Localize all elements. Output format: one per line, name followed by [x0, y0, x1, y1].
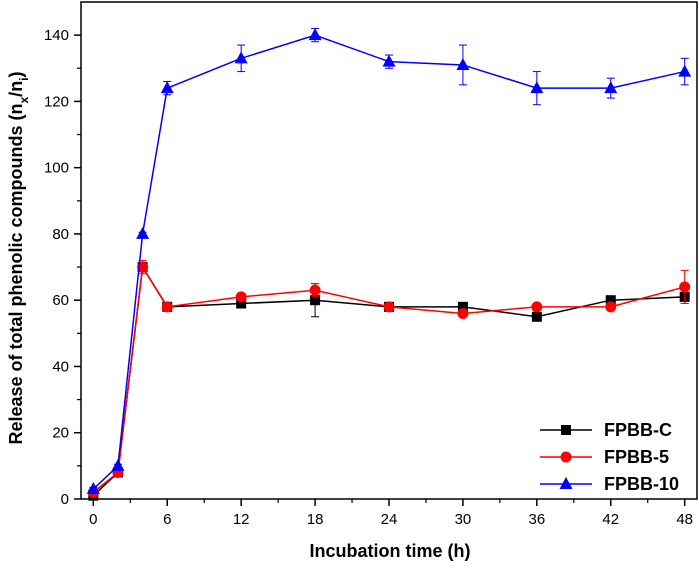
x-tick-label: 30: [455, 511, 472, 528]
x-tick-label: 36: [528, 511, 545, 528]
data-point-fpbb-10: [382, 54, 396, 67]
data-point-fpbb-10: [160, 81, 174, 94]
data-point-fpbb-c: [531, 311, 542, 322]
series-line-fpbb-5: [92, 264, 685, 493]
data-point-fpbb-5: [531, 301, 543, 313]
series-fpbb-5: [87, 259, 691, 498]
legend-label: FPBB-10: [604, 474, 679, 494]
data-point-fpbb-c: [310, 295, 321, 306]
y-tick-label: 20: [52, 425, 69, 442]
legend-marker: [561, 425, 571, 435]
data-point-fpbb-10: [678, 64, 692, 77]
data-point-fpbb-c: [457, 301, 468, 312]
series-line-fpbb-10: [92, 34, 685, 490]
x-tick-label: 12: [233, 511, 250, 528]
x-tick-label: 6: [163, 511, 171, 528]
y-tick-label: 120: [44, 93, 69, 110]
data-point-fpbb-10: [111, 458, 125, 471]
data-point-fpbb-5: [679, 281, 691, 293]
series-fpbb-c: [88, 262, 690, 501]
y-axis-title-end: ): [6, 71, 26, 77]
y-tick-label: 40: [52, 358, 69, 375]
y-tick-label: 60: [52, 292, 69, 309]
y-axis-title: Release of total phenolic compounds (nx/…: [6, 71, 31, 444]
y-axis-title-mid: /n: [6, 81, 26, 97]
x-tick-label: 24: [381, 511, 398, 528]
data-point-fpbb-5: [235, 291, 247, 303]
data-point-fpbb-5: [309, 284, 321, 296]
data-point-fpbb-c: [605, 295, 616, 306]
series-fpbb-10: [86, 28, 692, 495]
data-point-fpbb-5: [605, 301, 617, 313]
y-axis-title-sub2: i: [17, 77, 31, 80]
data-point-fpbb-10: [604, 81, 618, 94]
legend-label: FPBB-5: [604, 447, 669, 467]
x-tick-label: 42: [602, 511, 619, 528]
data-point-fpbb-c: [236, 298, 247, 309]
series-layer: [86, 28, 692, 501]
y-tick-label: 140: [44, 27, 69, 44]
y-axis-title-main: Release of total phenolic compounds (n: [6, 103, 26, 444]
x-axis: 0 6 12 18 24 30 36 42 48: [89, 499, 693, 528]
y-tick-label: 0: [61, 491, 69, 508]
data-point-fpbb-10: [308, 28, 322, 41]
legend-marker: [560, 451, 572, 463]
data-point-fpbb-10: [136, 226, 150, 239]
y-tick-label: 80: [52, 226, 69, 243]
legend: FPBB-C FPBB-5 FPBB-10: [540, 420, 679, 494]
y-axis: 0 20 40 60 80 100 120 140: [44, 27, 81, 508]
x-axis-title: Incubation time (h): [310, 541, 471, 561]
data-point-fpbb-10: [86, 482, 100, 495]
data-point-fpbb-5: [383, 301, 395, 313]
data-point-fpbb-5: [161, 301, 173, 313]
x-tick-label: 18: [307, 511, 324, 528]
data-point-fpbb-10: [456, 57, 470, 70]
legend-marker: [559, 477, 573, 489]
x-tick-label: 0: [89, 511, 97, 528]
x-tick-label: 48: [676, 511, 693, 528]
y-tick-label: 100: [44, 160, 69, 177]
data-point-fpbb-10: [234, 51, 248, 64]
data-point-fpbb-10: [530, 81, 544, 94]
legend-label: FPBB-C: [604, 420, 672, 440]
y-axis-title-sub1: x: [17, 96, 31, 103]
data-point-fpbb-5: [457, 307, 469, 319]
